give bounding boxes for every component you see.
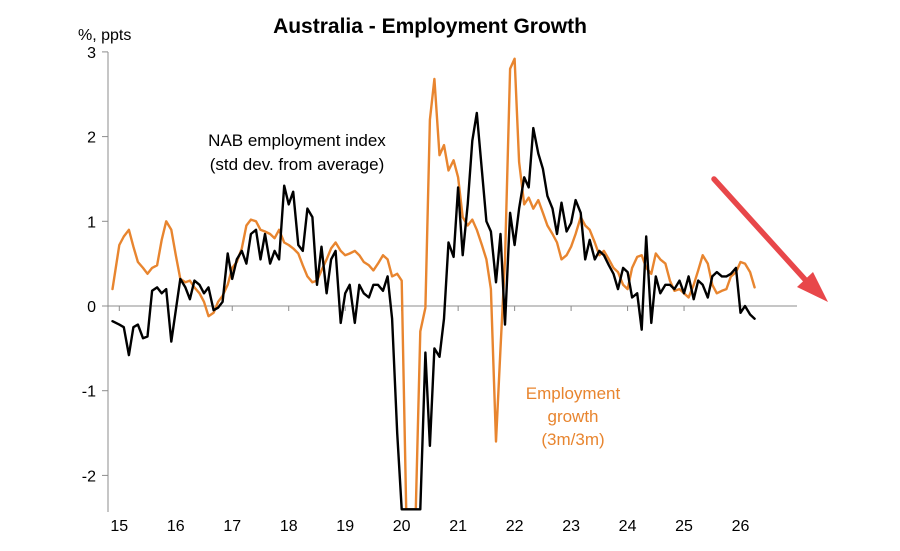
x-tick-label: 16 bbox=[167, 518, 185, 535]
x-tick-label: 21 bbox=[449, 518, 467, 535]
y-tick-label: -2 bbox=[82, 468, 96, 485]
employment-growth-annotation-line-3: (3m/3m) bbox=[541, 430, 604, 449]
nab-index-annotation-line-2: (std dev. from average) bbox=[210, 155, 384, 174]
nab-index-annotation-line-1: NAB employment index bbox=[208, 131, 386, 150]
x-tick-label: 22 bbox=[506, 518, 524, 535]
y-tick-label: -1 bbox=[82, 384, 96, 401]
y-tick-label: 2 bbox=[87, 130, 96, 147]
y-axis-unit-label: %, ppts bbox=[78, 27, 131, 44]
x-tick-label: 26 bbox=[732, 518, 750, 535]
x-tick-label: 19 bbox=[336, 518, 354, 535]
employment-growth-annotation-line-1: Employment bbox=[526, 384, 621, 403]
arrow-head bbox=[797, 272, 828, 302]
x-tick-label: 17 bbox=[223, 518, 241, 535]
x-tick-label: 20 bbox=[393, 518, 411, 535]
downward-arrow-icon bbox=[711, 176, 828, 302]
x-tick-label: 23 bbox=[562, 518, 580, 535]
y-tick-label: 3 bbox=[87, 45, 96, 62]
plot-area bbox=[111, 57, 756, 511]
y-tick-label: 1 bbox=[87, 214, 96, 231]
nab-employment-index-line bbox=[111, 111, 756, 511]
x-tick-label: 15 bbox=[110, 518, 128, 535]
chart-title: Australia - Employment Growth bbox=[273, 15, 587, 38]
axes bbox=[107, 52, 797, 512]
y-tick-label: 0 bbox=[87, 299, 96, 316]
x-axis-ticks: 15 16 17 18 19 20 21 22 23 24 25 26 bbox=[110, 306, 750, 535]
arrow-shaft bbox=[711, 176, 813, 288]
y-axis-ticks: 3 2 1 0 -1 -2 bbox=[82, 45, 108, 485]
employment-growth-annotation-line-2: growth bbox=[547, 407, 598, 426]
x-tick-label: 25 bbox=[675, 518, 693, 535]
x-tick-label: 24 bbox=[619, 518, 637, 535]
x-tick-label: 18 bbox=[280, 518, 298, 535]
